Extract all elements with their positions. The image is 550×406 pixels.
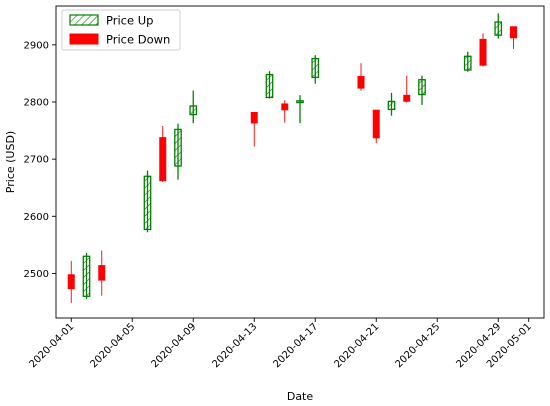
candle-body <box>143 175 152 231</box>
plot-frame <box>55 5 545 319</box>
candle-body <box>387 100 396 111</box>
candle-body <box>159 137 167 182</box>
legend-label-price-down: Price Down <box>106 33 170 47</box>
candle-body <box>189 105 198 116</box>
x-axis: 2020-04-01 2020-04-05 2020-04-09 2020-04-13… <box>27 318 534 370</box>
x-tick-label: 2020-04-01 <box>27 321 76 370</box>
candle-2020-04-14 <box>265 71 274 99</box>
candle-body <box>281 103 289 111</box>
x-axis-label: Date <box>287 390 314 403</box>
candle-2020-04-07 <box>159 126 167 182</box>
candle-2020-04-27 <box>463 51 472 72</box>
candles <box>67 13 517 304</box>
candle-body <box>82 255 91 297</box>
candle-2020-04-21 <box>372 109 380 144</box>
y-tick-label: 2600 <box>24 212 49 223</box>
candle-2020-04-16 <box>296 95 304 124</box>
y-tick-label: 2500 <box>24 269 49 280</box>
x-tick-label: 2020-04-05 <box>88 321 137 370</box>
candle-body <box>357 75 365 89</box>
candle-body <box>265 73 274 99</box>
candle-2020-04-17 <box>311 55 320 84</box>
x-tick-label: 2020-04-21 <box>332 321 381 370</box>
candle-2020-04-22 <box>387 92 396 116</box>
candle-2020-04-24 <box>418 75 426 105</box>
candle-2020-04-28 <box>479 33 487 67</box>
y-axis: 2500 2600 2700 2800 2900 <box>24 40 56 280</box>
candle-body <box>98 265 106 281</box>
candle-2020-04-30 <box>509 26 517 49</box>
candle-body <box>296 100 304 104</box>
candle-2020-04-20 <box>357 63 365 91</box>
candle-2020-04-08 <box>174 123 182 180</box>
candle-body <box>250 111 258 124</box>
x-tick-label: 2020-04-25 <box>393 321 442 370</box>
x-tick-label: 2020-04-09 <box>149 321 198 370</box>
candle-2020-04-06 <box>143 170 152 233</box>
legend: Price Up Price Down <box>61 9 181 51</box>
candle-body <box>174 128 182 167</box>
candle-2020-04-23 <box>403 75 411 103</box>
candle-2020-04-01 <box>67 260 75 304</box>
candle-body <box>403 94 411 102</box>
candle-2020-04-02 <box>82 252 91 300</box>
y-axis-label: Price (USD) <box>4 131 17 193</box>
x-tick-label: 2020-04-17 <box>271 321 320 370</box>
candle-2020-04-13 <box>250 111 258 147</box>
candle-body <box>372 109 380 139</box>
candle-2020-04-29 <box>494 13 503 39</box>
y-tick-label: 2900 <box>24 40 49 51</box>
candle-2020-04-03 <box>98 250 106 296</box>
legend-label-price-up: Price Up <box>106 14 153 28</box>
legend-swatch-price-up <box>69 14 99 26</box>
candle-body <box>479 38 487 66</box>
y-tick-label: 2700 <box>24 155 49 166</box>
x-tick-label: 2020-04-13 <box>210 321 259 370</box>
candle-body <box>509 26 517 39</box>
candle-2020-04-15 <box>281 100 289 123</box>
legend-swatch-price-down <box>69 33 99 45</box>
y-tick-label: 2800 <box>24 98 49 109</box>
candle-body <box>418 79 426 96</box>
candle-body <box>463 55 472 71</box>
candle-body <box>494 21 503 36</box>
candle-body <box>67 274 75 290</box>
candle-body <box>311 57 320 79</box>
candle-2020-04-09 <box>189 90 198 124</box>
